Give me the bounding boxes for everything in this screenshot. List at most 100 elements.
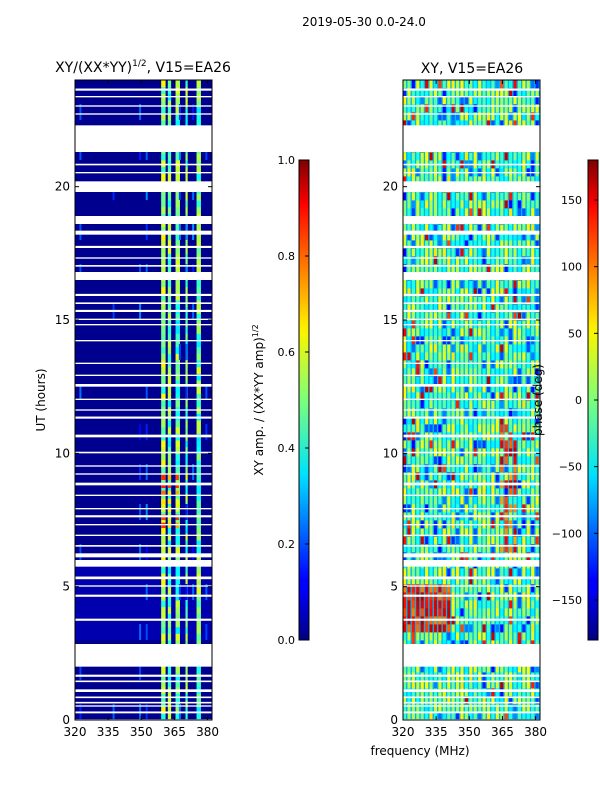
right-phase-cell (513, 664, 517, 673)
right-phase-cell (495, 408, 499, 417)
right-phase-cell (420, 576, 424, 585)
left-channel-band-cell (175, 233, 180, 241)
right-phase-cell (531, 456, 535, 465)
right-phase-cell (517, 200, 522, 209)
right-phase-cell (513, 632, 517, 641)
right-phase-cell (509, 104, 513, 113)
right-phase-cell (456, 576, 460, 585)
right-phase-cell (425, 352, 429, 361)
right-phase-cell (486, 472, 491, 481)
right-phase-cell (486, 384, 491, 393)
left-channel-band-cell (175, 460, 180, 468)
right-phase-cell (442, 600, 446, 609)
left-speckle (192, 544, 195, 560)
right-phase-cell (473, 192, 477, 201)
right-phase-cell (438, 112, 442, 121)
right-phase-cell (442, 192, 446, 201)
right-phase-cell (411, 472, 415, 481)
data-gap (75, 576, 212, 580)
left-speckle (139, 464, 142, 480)
right-phase-cell (478, 528, 482, 537)
right-phase-cell (429, 624, 433, 633)
right-phase-cell (456, 384, 460, 393)
right-phase-cell (425, 80, 429, 89)
left-channel-band-cell (175, 113, 180, 121)
right-phase-cell (513, 416, 517, 425)
right-phase-cell (438, 384, 442, 393)
right-phase-cell (425, 120, 429, 129)
right-phase-cell (526, 360, 530, 369)
right-phase-cell (482, 584, 486, 593)
left-channel-band-cell (196, 160, 201, 168)
right-phase-cell (403, 576, 407, 585)
right-phase-cell (504, 408, 508, 417)
right-phase-cell (456, 352, 460, 361)
right-phase-cell (526, 120, 530, 129)
left-speckle (145, 424, 148, 440)
right-phase-cell (407, 352, 411, 361)
right-phase-cell (438, 488, 442, 497)
right-phase-cell (504, 192, 508, 201)
right-phase-cell (495, 440, 499, 449)
right-phase-cell (500, 712, 504, 720)
right-phase-cell (438, 688, 442, 697)
right-phase-cell (531, 264, 535, 273)
data-gap (75, 482, 212, 486)
right-phase-cell (495, 240, 499, 249)
left-channel-band-cell (161, 626, 166, 634)
right-phase-cell (407, 704, 411, 713)
right-phase-cell (478, 608, 482, 617)
right-phase-cell (535, 352, 539, 361)
right-phase-cell (464, 424, 468, 433)
left-channel-band-cell (161, 280, 166, 288)
right-phase-cell (486, 600, 491, 609)
left-speckle (139, 104, 142, 120)
right-phase-cell (416, 400, 420, 409)
left-speckle (145, 624, 148, 640)
left-channel-band-cell (167, 540, 172, 548)
right-phase-cell (433, 464, 438, 473)
right-phase-cell (420, 456, 424, 465)
left-channel-band-cell (185, 260, 188, 268)
left-channel-band-cell (167, 193, 172, 201)
right-phase-cell (447, 312, 451, 321)
right-phase-cell (464, 408, 468, 417)
right-phase-cell (420, 152, 424, 161)
right-phase-cell (433, 152, 438, 161)
right-phase-cell (535, 408, 539, 417)
left-channel-band-cell (167, 420, 172, 428)
left-channel-band-cell (161, 426, 166, 434)
left-channel-band-cell (185, 113, 188, 121)
right-phase-cell (438, 304, 442, 313)
right-phase-cell (504, 488, 508, 497)
left-channel-band-cell (185, 613, 188, 621)
right-phase-cell (420, 96, 424, 105)
left-channel-band-cell (185, 620, 188, 628)
right-phase-cell (442, 176, 446, 185)
right-phase-cell (517, 704, 522, 713)
right-phase-cell (464, 296, 468, 305)
right-phase-cell (526, 408, 530, 417)
left-speckle (145, 584, 148, 600)
left-speckle (79, 664, 82, 680)
right-phase-cell (531, 96, 535, 105)
right-phase-cell (451, 80, 455, 89)
right-phase-cell (403, 376, 407, 385)
left-colorbar-tick-label: 1.0 (278, 154, 296, 167)
data-gap (403, 644, 540, 667)
right-phase-cell (531, 544, 535, 553)
left-speckle (205, 584, 208, 600)
right-phase-cell (469, 608, 473, 617)
right-phase-cell (478, 368, 482, 377)
left-high-value-cell (167, 490, 172, 496)
left-channel-band-cell (175, 253, 180, 261)
left-colorbar-tick-label: 0.2 (278, 538, 296, 551)
left-channel-band-cell (167, 600, 172, 608)
right-phase-cell (473, 408, 477, 417)
right-phase-cell (535, 632, 539, 641)
right-phase-cell (407, 120, 411, 129)
right-phase-cell (429, 248, 433, 257)
right-phase-cell (482, 96, 486, 105)
right-phase-cell (491, 576, 495, 585)
